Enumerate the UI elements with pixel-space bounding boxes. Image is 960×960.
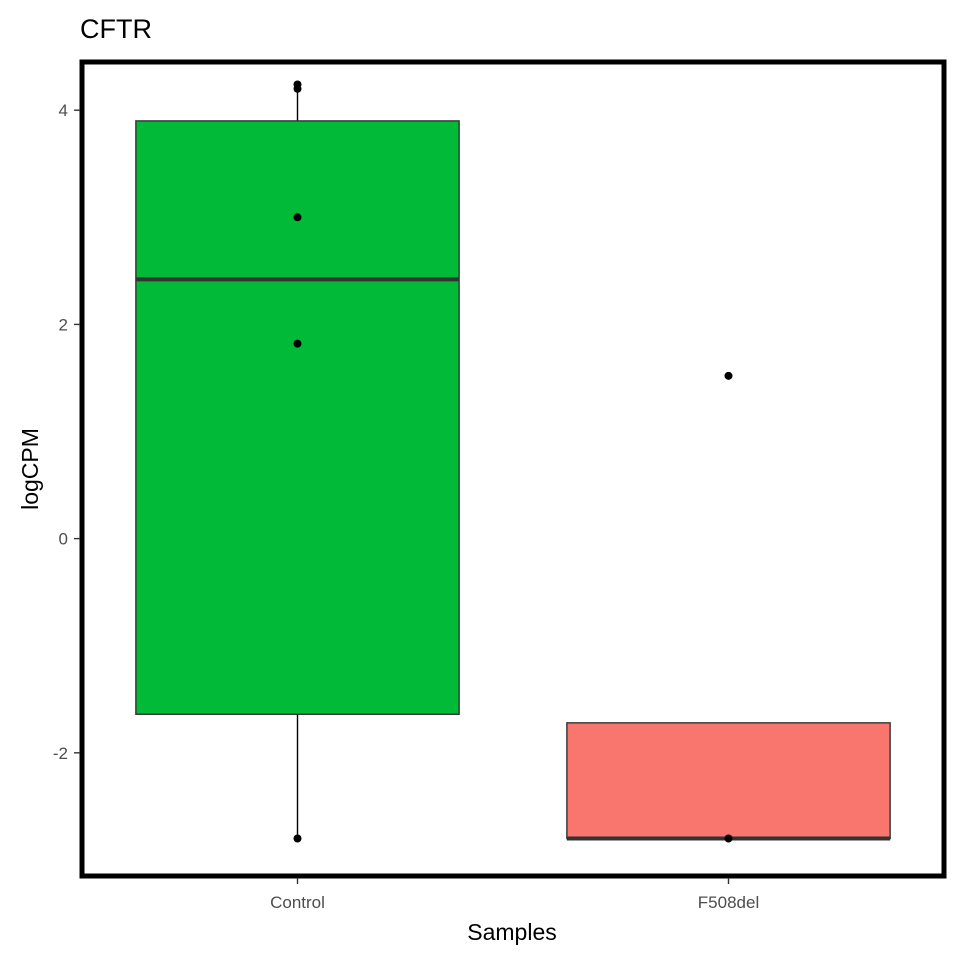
x-tick-label: Control <box>270 893 325 912</box>
y-tick-label: -2 <box>53 744 68 763</box>
data-point-control-4 <box>293 834 302 843</box>
box-body-f508del <box>566 722 891 840</box>
x-axis: Control F508del <box>270 878 759 912</box>
box-body-control <box>135 120 460 715</box>
data-point-f508del-1 <box>724 834 733 843</box>
data-point-control-3 <box>293 339 302 348</box>
y-axis-title: logCPM <box>17 428 43 510</box>
data-point-control-2 <box>293 213 302 222</box>
y-axis: -2 0 2 4 <box>53 101 80 763</box>
y-tick-label: 2 <box>59 315 68 334</box>
panel-border <box>79 59 947 879</box>
y-tick-label: 4 <box>59 101 68 120</box>
plot-area <box>135 80 891 843</box>
x-tick-label: F508del <box>698 893 759 912</box>
data-point-f508del-0 <box>724 371 733 380</box>
y-tick-label: 0 <box>59 530 68 549</box>
box-f508del <box>566 371 891 843</box>
data-point-control-1 <box>293 84 302 93</box>
x-axis-title: Samples <box>467 919 556 945</box>
chart-title: CFTR <box>80 14 152 44</box>
box-control <box>135 80 460 843</box>
